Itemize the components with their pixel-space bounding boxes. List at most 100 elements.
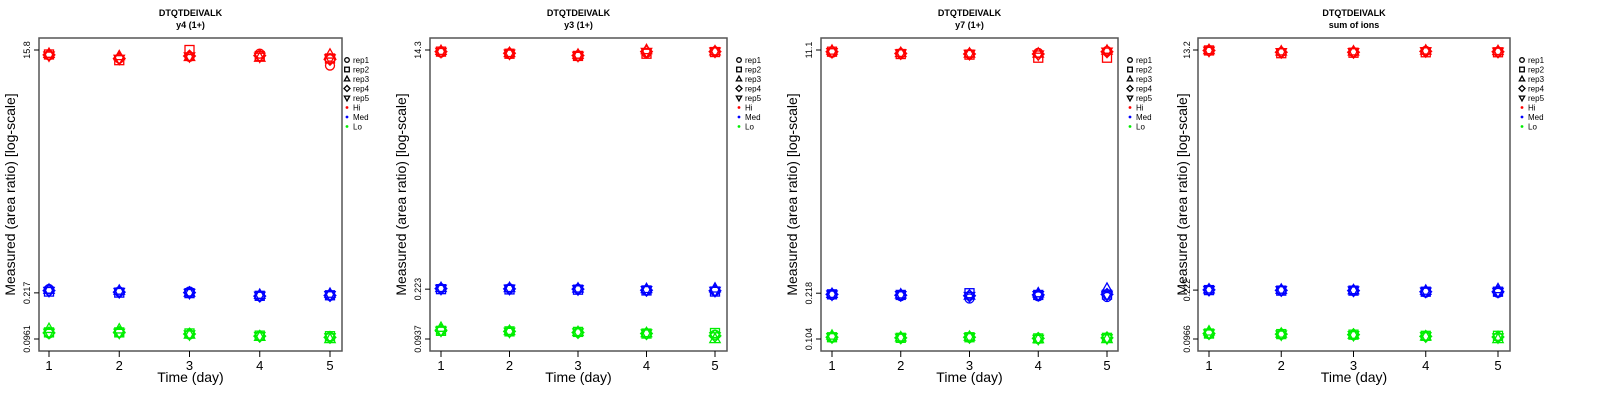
point-hi-rep5: [1491, 47, 1505, 59]
legend-label: Med: [745, 113, 761, 122]
point-hi-rep3: [708, 44, 722, 56]
legend-label: rep3: [1136, 75, 1153, 84]
plot-frame: [820, 37, 1119, 352]
point-med-rep5: [1031, 290, 1045, 303]
point-hi-rep2: [1101, 52, 1113, 63]
legend-triangle-up-icon: [1518, 74, 1526, 82]
x-axis-label: Time (day): [545, 369, 611, 385]
legend-label: Med: [353, 113, 369, 122]
legend-dot-icon: [1128, 115, 1132, 119]
point-lo-rep3: [1100, 332, 1114, 344]
point-med-rep5: [708, 286, 722, 298]
legend-dot-icon: [345, 125, 349, 128]
x-tick-label: 3: [966, 358, 973, 373]
point-med-rep5: [894, 290, 908, 303]
legend-dot-icon: [737, 115, 741, 119]
legend-label: Hi: [1136, 104, 1144, 113]
legend-triangle-up-icon: [1126, 74, 1134, 82]
chart-title: DTQTDEIVALK: [938, 8, 1002, 18]
point-med-rep5: [503, 284, 516, 296]
legend-triangle-up-icon: [343, 74, 351, 82]
x-tick-label: 2: [116, 358, 123, 373]
legend-square-icon: [344, 66, 350, 73]
point-hi-rep5: [894, 49, 908, 61]
point-hi-rep5: [1347, 48, 1360, 60]
point-med-rep3: [1274, 282, 1288, 294]
point-lo-rep3: [963, 329, 976, 341]
legend-label: rep3: [353, 75, 370, 84]
legend-label: Hi: [353, 104, 361, 113]
point-med-rep3: [1100, 281, 1114, 293]
point-hi-rep5: [708, 47, 722, 59]
point-med-rep3: [1419, 283, 1433, 295]
point-med-rep2: [895, 289, 906, 301]
point-med-rep5: [1491, 287, 1505, 299]
point-lo-rep3: [1419, 329, 1433, 341]
legend-circle-icon: [1127, 57, 1133, 63]
y-axis-label: Measured (area ratio) [log-scale]: [1174, 93, 1190, 295]
legend-dot-icon: [1128, 125, 1132, 128]
legend-square-icon: [736, 66, 742, 73]
chart-title: DTQTDEIVALK: [159, 8, 223, 18]
legend-label: rep2: [353, 66, 370, 75]
x-tick-label: 4: [1035, 358, 1042, 373]
legend-dot-icon: [737, 106, 741, 109]
point-lo-rep2: [504, 326, 515, 337]
x-tick-label: 5: [1103, 358, 1110, 373]
chart-subtitle: y4 (1+): [176, 20, 205, 30]
point-lo-rep3: [253, 329, 267, 341]
x-tick-label: 1: [45, 358, 52, 373]
legend-triangle-down-icon: [1126, 95, 1134, 103]
point-lo-rep5: [825, 332, 839, 345]
y-tick-label: 0.218: [804, 282, 814, 305]
legend-label: rep5: [745, 94, 762, 103]
point-hi-rep2: [1033, 52, 1044, 63]
point-lo-rep5: [112, 328, 126, 340]
legend-label: rep5: [1136, 94, 1153, 103]
y-tick-label: 0.104: [804, 328, 814, 351]
x-tick-label: 3: [186, 358, 193, 373]
plot-frame: [38, 37, 343, 352]
legend-circle-icon: [736, 57, 742, 63]
point-hi-rep3: [434, 43, 448, 56]
legend-label: rep2: [745, 66, 762, 75]
legend-label: Lo: [353, 123, 362, 132]
point-hi-rep2: [435, 46, 447, 57]
chart-title: DTQTDEIVALK: [547, 8, 611, 18]
x-axis-label: Time (day): [936, 369, 1002, 385]
point-med-rep2: [1101, 289, 1113, 300]
y-tick-label: 0.0961: [22, 325, 32, 353]
point-med-rep5: [1202, 285, 1216, 298]
point-hi-rep3: [963, 46, 976, 58]
point-hi-rep3: [894, 45, 908, 58]
legend-label: rep4: [745, 85, 762, 94]
y-tick-label: 0.0937: [413, 325, 423, 353]
point-lo-rep3: [1031, 332, 1045, 344]
y-axis-label: Measured (area ratio) [log-scale]: [784, 93, 800, 295]
point-lo-rep5: [183, 330, 196, 342]
point-lo-rep3: [183, 327, 196, 339]
legend-label: rep3: [745, 75, 762, 84]
point-med-rep3: [1347, 283, 1360, 295]
point-lo-rep5: [1274, 330, 1288, 342]
point-med-rep5: [1419, 287, 1433, 299]
x-tick-label: 1: [437, 358, 444, 373]
point-lo-rep2: [1276, 328, 1287, 340]
x-tick-label: 5: [326, 358, 333, 373]
point-lo-rep5: [323, 333, 337, 345]
point-hi-rep5: [112, 54, 126, 66]
legend-dot-icon: [1520, 125, 1524, 128]
legend-dot-icon: [1520, 106, 1524, 109]
point-med-rep5: [571, 285, 585, 297]
legend-triangle-down-icon: [735, 95, 743, 103]
point-hi-rep5: [963, 49, 976, 61]
chart-panel: DTQTDEIVALK y7 (1+) 1 2 3 4 5 Time (day) 0.104 0.…: [784, 8, 1153, 385]
legend-diamond-icon: [1518, 84, 1526, 93]
point-med-rep3: [183, 285, 196, 297]
legend-label: rep2: [1136, 66, 1153, 75]
point-med-rep5: [112, 287, 126, 300]
point-lo-rep5: [571, 328, 585, 340]
point-lo-rep3: [42, 321, 56, 334]
